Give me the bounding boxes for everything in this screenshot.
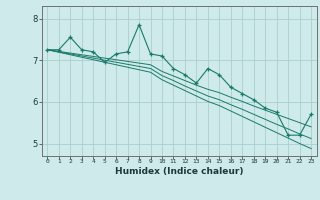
X-axis label: Humidex (Indice chaleur): Humidex (Indice chaleur) <box>115 167 244 176</box>
